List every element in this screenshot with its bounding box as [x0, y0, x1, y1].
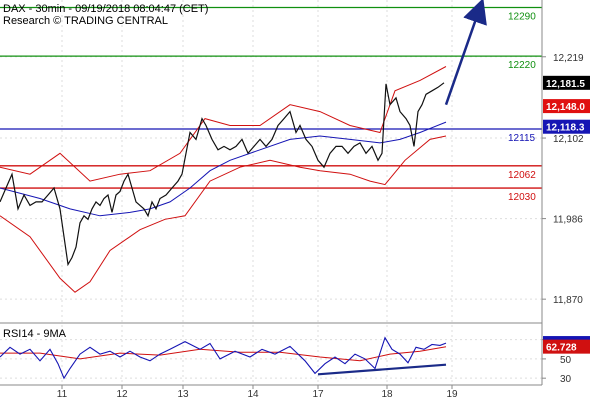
x-tick-label: 17 [312, 389, 324, 400]
level-label-12220: 12220 [508, 60, 536, 71]
level-label-12062: 12062 [508, 170, 536, 181]
level-label-12290: 12290 [508, 11, 536, 22]
level-label-12030: 12030 [508, 192, 536, 203]
y-axis-ticks: 12,219 12,102 11,986 11,870 [542, 53, 584, 306]
value-label-box [543, 75, 590, 90]
rsi-tick-label: 30 [560, 374, 572, 385]
rsi-ma-line [0, 346, 447, 362]
bollinger-upper-line [0, 66, 447, 182]
x-tick-label: 11 [57, 389, 68, 400]
x-tick-label: 13 [177, 389, 189, 400]
rsi-label: RSI14 - 9MA [3, 328, 67, 340]
moving-average-line [0, 121, 447, 217]
rsi-value-labels: 66.450562.728 [543, 336, 590, 354]
main-gridlines [0, 0, 542, 385]
x-tick-label: 19 [446, 389, 458, 400]
x-axis-ticks: 11 12 13 14 17 18 19 [57, 385, 458, 400]
y-tick-label: 12,219 [553, 53, 584, 64]
rsi-value-box [543, 339, 590, 354]
level-labels: 12290 12220 12115 12062 12030 [508, 11, 536, 203]
value-labels: 12,181.5 12,148.0 12,118.3 [543, 75, 590, 134]
value-label-text: 12,148.0 [546, 102, 585, 113]
projection-arrow [444, 0, 487, 106]
level-lines [0, 6, 542, 189]
chart-title: DAX - 30min - 09/19/2018 08:04:47 (CET) [3, 3, 208, 15]
x-tick-label: 14 [247, 389, 259, 400]
value-label-box [543, 119, 590, 134]
level-label-12115: 12115 [508, 133, 536, 144]
y-tick-label: 11,870 [553, 295, 583, 306]
rsi-tick-label: 50 [560, 355, 572, 366]
rsi-gridlines [0, 339, 542, 379]
value-label-box [543, 99, 590, 114]
y-tick-label: 12,102 [553, 134, 584, 145]
rsi-trendline [317, 363, 447, 376]
x-tick-label: 12 [116, 389, 128, 400]
chart-subtitle: Research © TRADING CENTRAL [3, 15, 168, 27]
x-tick-label: 18 [381, 389, 393, 400]
bollinger-lower-line [0, 135, 447, 293]
rsi-line [0, 336, 447, 380]
value-label-text: 12,181.5 [546, 79, 585, 90]
price-line [0, 82, 445, 267]
rsi-value-text: 62.728 [546, 343, 577, 354]
y-tick-label: 11,986 [553, 215, 583, 226]
value-label-text: 12,118.3 [546, 123, 585, 134]
